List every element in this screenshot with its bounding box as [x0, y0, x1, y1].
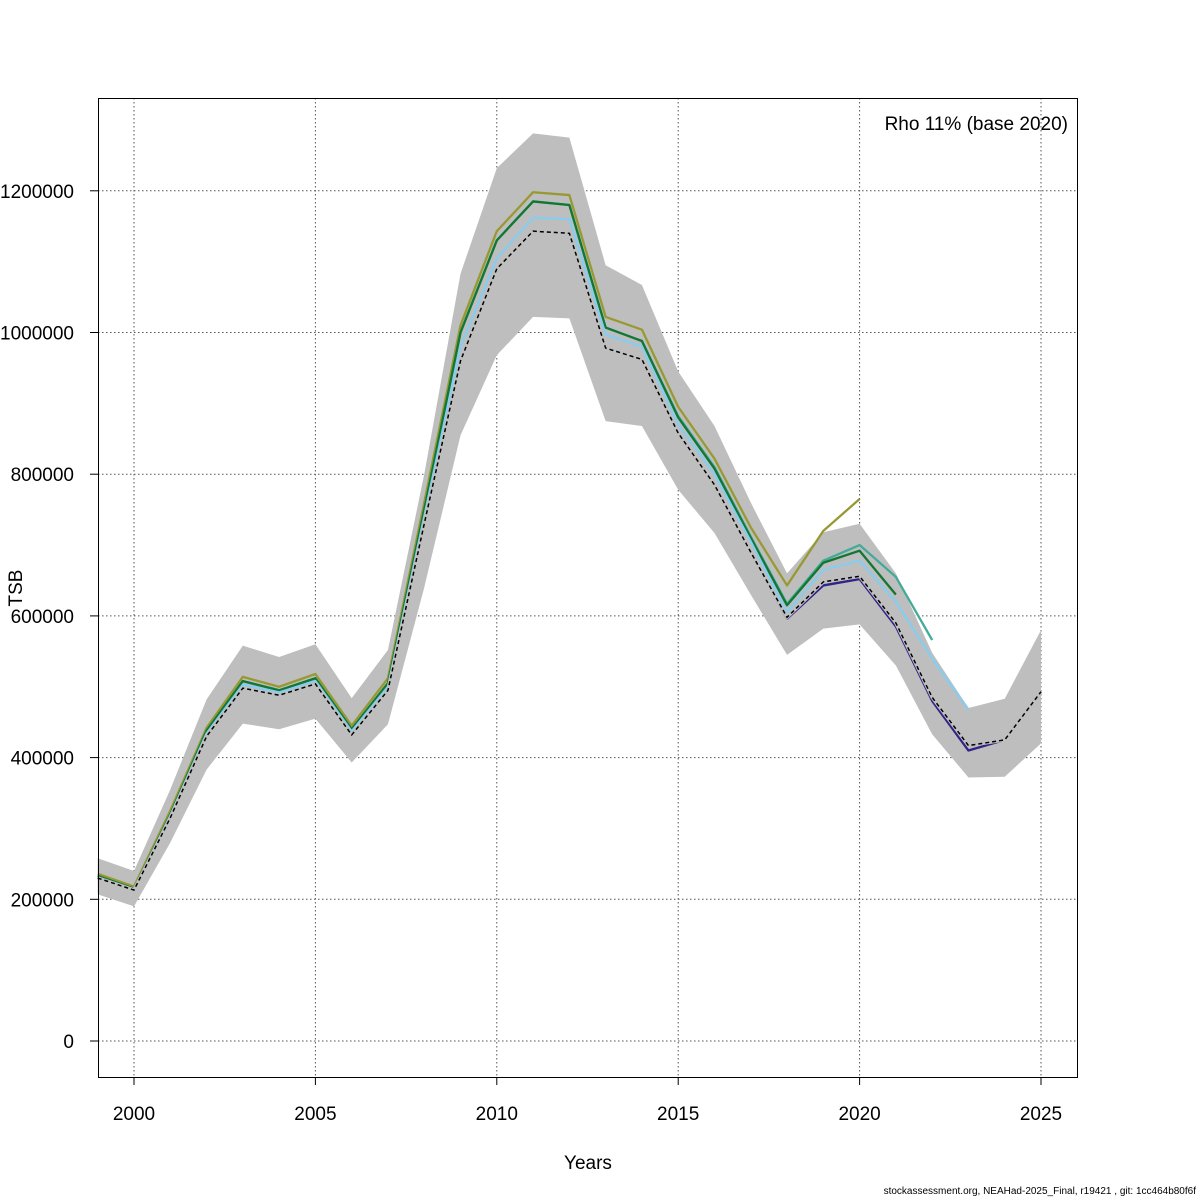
y-axis: 0 200000 400000 600000 800000 1000000 1200000 — [0, 182, 98, 1053]
y-axis-label: TSB — [6, 570, 27, 607]
y-tick-label: 1000000 — [0, 324, 74, 345]
y-tick-label: 1200000 — [0, 182, 74, 203]
x-tick-label: 2015 — [657, 1104, 699, 1125]
confidence-band — [97, 133, 1042, 907]
x-tick-label: 2025 — [1020, 1104, 1062, 1125]
series-lines — [97, 191, 1043, 893]
series-line-peel-2020 — [97, 191, 861, 888]
x-tick-label: 2000 — [113, 1104, 155, 1125]
ci-band-area — [97, 133, 1042, 907]
y-tick-label: 400000 — [11, 749, 74, 770]
x-tick-label: 2020 — [838, 1104, 880, 1125]
y-tick-label: 600000 — [11, 607, 74, 628]
series-line-base — [97, 230, 1042, 892]
y-tick-label: 0 — [63, 1032, 74, 1053]
plot-frame — [98, 98, 1078, 1078]
series-line-peel-2021 — [97, 200, 897, 890]
x-tick-label: 2005 — [294, 1104, 336, 1125]
rho-annotation: Rho 11% (base 2020) — [885, 114, 1068, 135]
series-line-peel-2023 — [97, 216, 970, 891]
x-tick-label: 2010 — [476, 1104, 518, 1125]
x-axis-label: Years — [564, 1153, 612, 1174]
y-tick-label: 800000 — [11, 465, 74, 486]
series-line-base-halo — [97, 229, 1043, 893]
footer-source: stockassessment.org, NEAHad-2025_Final, … — [883, 1186, 1196, 1197]
y-tick-label: 200000 — [11, 890, 74, 911]
x-axis: 2000 2005 2010 2015 2020 2025 — [113, 1077, 1062, 1125]
